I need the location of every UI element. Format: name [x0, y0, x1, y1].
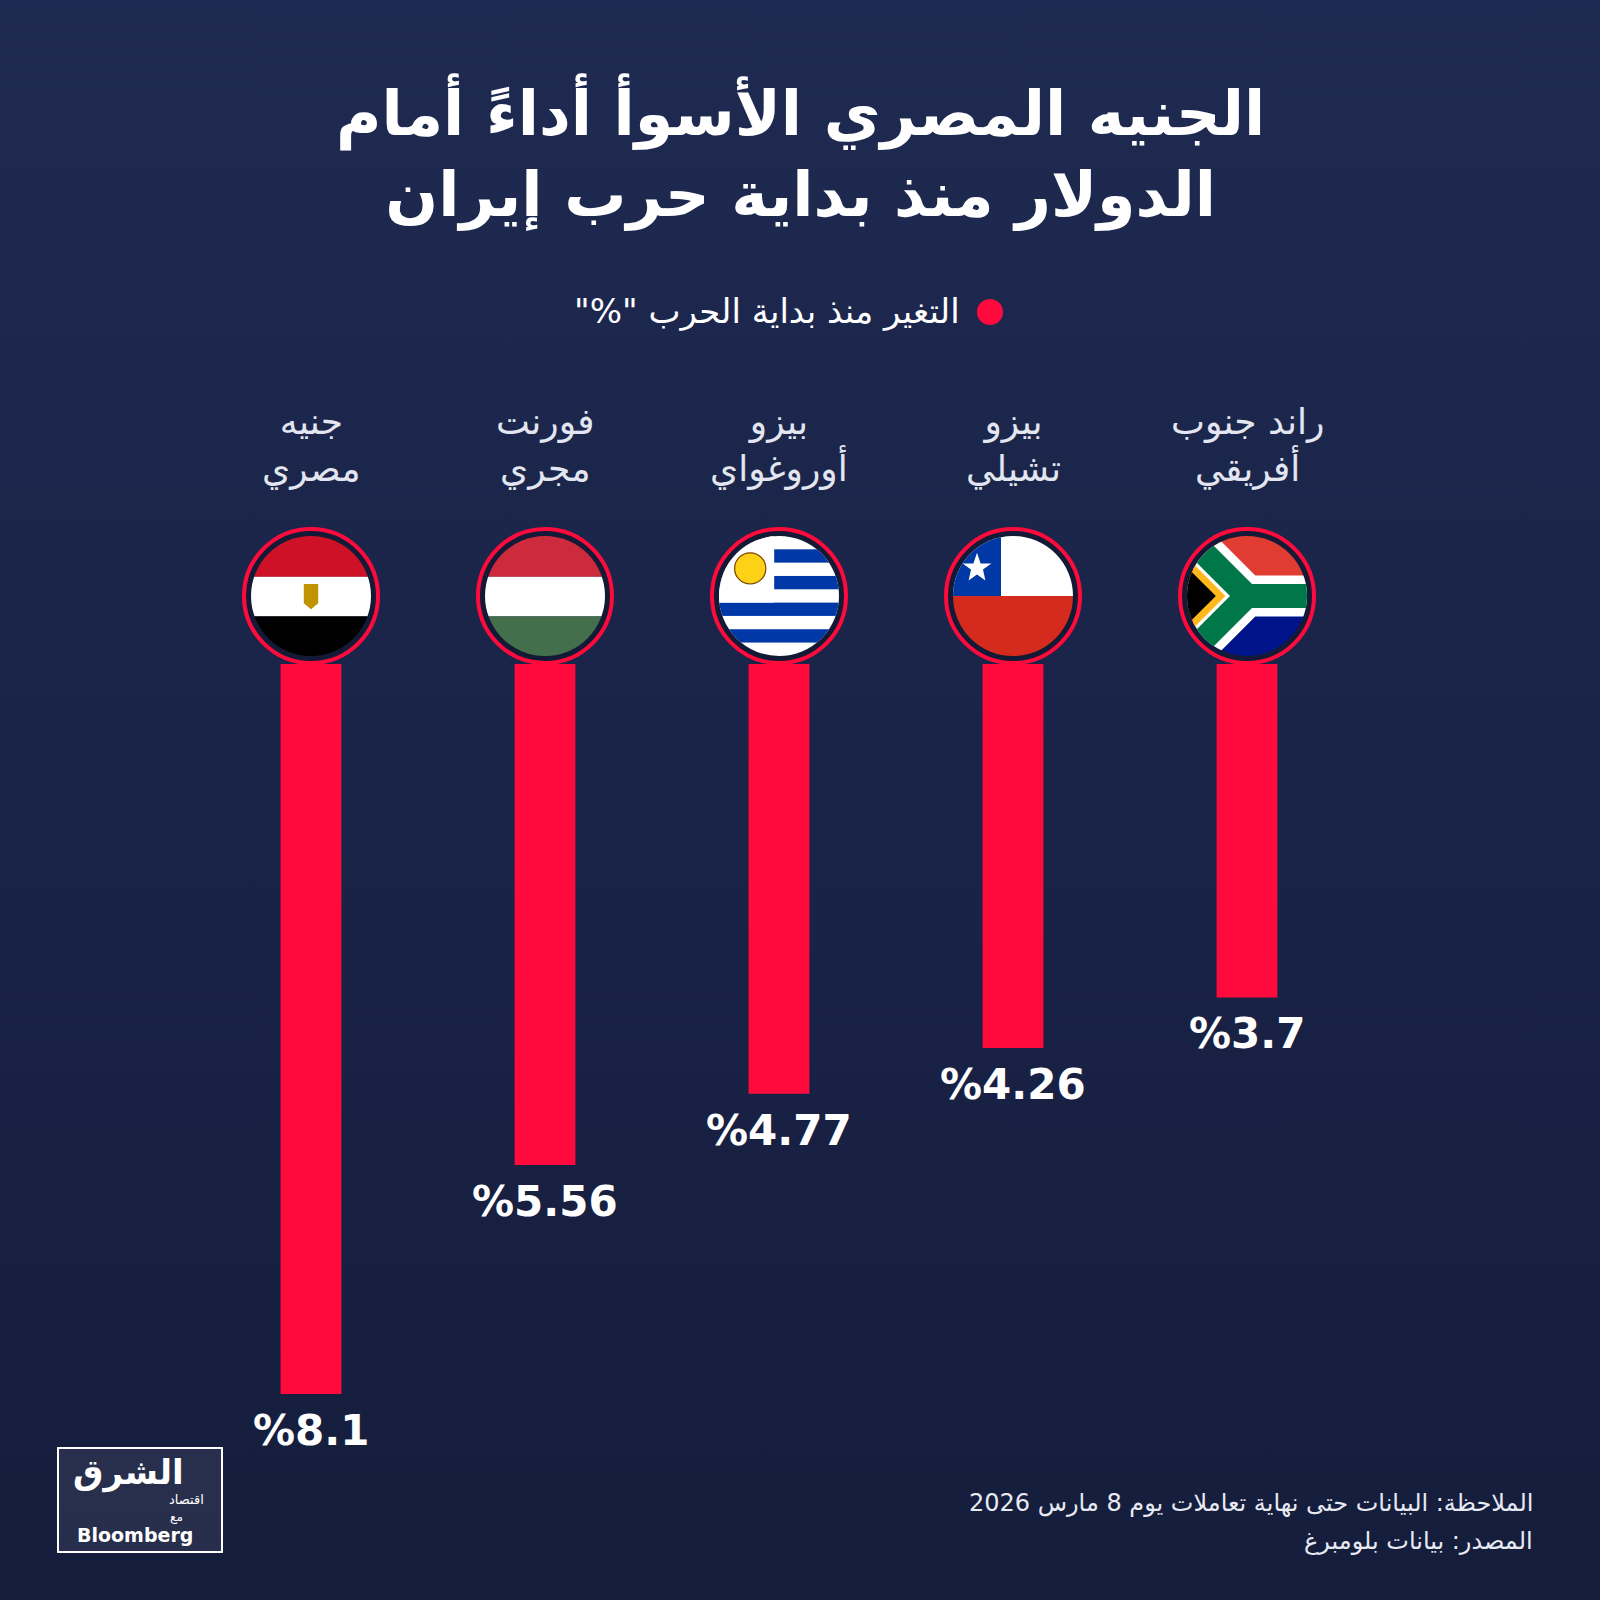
svg-text:راند جنوبأفريقي: راند جنوبأفريقي	[1171, 401, 1324, 490]
svg-text:Bloomberg: Bloomberg	[77, 1524, 193, 1546]
svg-text:%4.77: %4.77	[706, 1106, 852, 1155]
svg-text:اقتصاد: اقتصاد	[169, 1492, 204, 1507]
svg-text:الشرق: الشرق	[73, 1452, 184, 1493]
svg-text:المصدر: بيانات بلومبرغ: المصدر: بيانات بلومبرغ	[1304, 1527, 1533, 1555]
svg-text:%5.56: %5.56	[472, 1177, 618, 1226]
svg-text:جنيهمصري: جنيهمصري	[262, 401, 361, 490]
svg-text:مع: مع	[170, 1510, 183, 1524]
svg-text:بيزوتشيلي: بيزوتشيلي	[966, 401, 1061, 490]
svg-text:%8.1: %8.1	[253, 1406, 369, 1455]
svg-text:%3.7: %3.7	[1189, 1009, 1305, 1058]
svg-text:الملاحظة: البيانات حتى نهاية ت: الملاحظة: البيانات حتى نهاية تعاملات يوم…	[969, 1489, 1533, 1517]
svg-text:التغير منذ بداية الحرب "%": التغير منذ بداية الحرب "%"	[574, 291, 960, 332]
svg-text:بيزوأوروغواي: بيزوأوروغواي	[710, 401, 848, 490]
svg-text:الجنيه المصري الأسوأ أداءً أما: الجنيه المصري الأسوأ أداءً أمامالدولار م…	[336, 73, 1265, 231]
svg-text:%4.26: %4.26	[940, 1060, 1086, 1109]
svg-text:فورنتمجري: فورنتمجري	[496, 401, 595, 490]
